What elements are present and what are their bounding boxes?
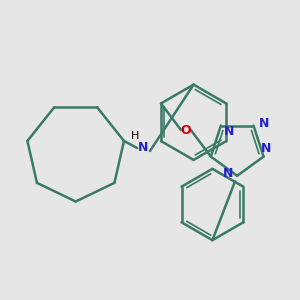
- Text: N: N: [261, 142, 272, 155]
- Text: N: N: [259, 117, 270, 130]
- Text: N: N: [224, 125, 234, 138]
- Text: H: H: [131, 131, 139, 141]
- Text: N: N: [223, 167, 233, 180]
- Text: N: N: [138, 140, 148, 154]
- Text: O: O: [181, 124, 191, 136]
